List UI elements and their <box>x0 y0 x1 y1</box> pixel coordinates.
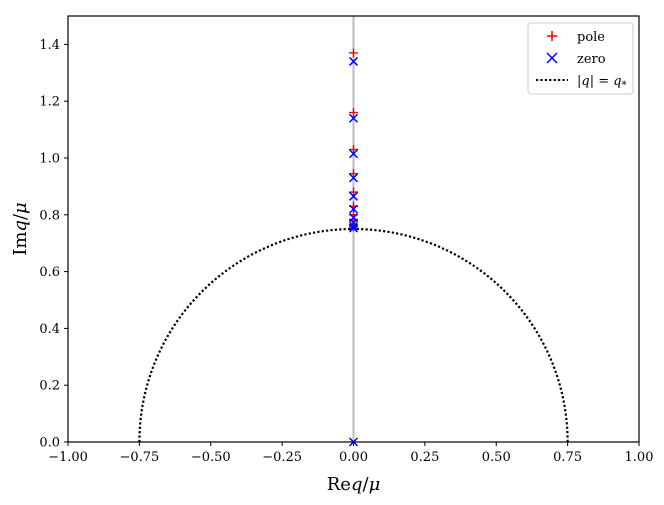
x-axis-label-q: q <box>351 474 363 495</box>
y-tick-label: 0.6 <box>39 265 60 280</box>
x-axis-ticks: −1.00 −0.75 −0.50 −0.25 0.00 0.25 0.50 0.75 1.00 <box>48 442 653 465</box>
legend-label-pole: pole <box>577 30 605 45</box>
x-axis-label-mu: μ <box>369 474 381 495</box>
zero-marker-5 <box>348 204 359 214</box>
x-tick-label: −0.25 <box>262 450 302 465</box>
legend-entry-pole: pole <box>547 30 605 45</box>
x-axis-label-re: Re <box>327 474 351 495</box>
legend: pole zero |q| = q* <box>527 22 634 95</box>
legend-label-zero: zero <box>577 52 606 67</box>
y-tick-label: 0.4 <box>39 322 60 337</box>
x-tick-label: 1.00 <box>625 450 654 465</box>
x-tick-label: −0.75 <box>119 450 159 465</box>
zero-marker-2 <box>348 149 359 159</box>
zero-marker-3 <box>348 173 359 183</box>
y-axis-label-im: Im <box>10 232 31 256</box>
zero-marker-b <box>348 223 359 233</box>
y-tick-label: 0.8 <box>39 208 60 223</box>
zero-marker-b <box>348 149 359 159</box>
pole-marker-3 <box>349 169 358 179</box>
pole-marker-4 <box>349 187 358 197</box>
legend-box <box>527 22 634 95</box>
zero-marker-8 <box>348 221 359 231</box>
x-axis-label: Req/μ <box>327 474 381 495</box>
zero-marker-b <box>348 221 359 231</box>
y-axis-label-mu: μ <box>10 202 31 214</box>
y-tick-label: 1.4 <box>39 38 60 53</box>
pole-marker-1 <box>349 108 358 118</box>
x-tick-label: −1.00 <box>48 450 88 465</box>
x-tick-label: 0.00 <box>339 450 368 465</box>
x-tick-label: 0.50 <box>482 450 511 465</box>
y-tick-label: 1.2 <box>39 95 60 110</box>
legend-circle-lhs: | <box>577 74 581 89</box>
zero-marker-4 <box>348 191 359 201</box>
zero-marker-b <box>348 113 359 123</box>
zero-marker-9 <box>348 223 359 233</box>
legend-circle-sub: * <box>622 80 627 91</box>
zero-marker-b <box>348 204 359 214</box>
legend-circle-qstar: q <box>613 74 621 89</box>
pole-marker-0 <box>349 48 358 58</box>
x-axis-label-slash: / <box>362 474 369 495</box>
x-tick-label: 0.25 <box>410 450 439 465</box>
legend-circle-q: q <box>581 74 589 89</box>
zero-marker-b <box>348 56 359 66</box>
y-axis-label-q: q <box>10 220 31 232</box>
y-tick-label: 0.0 <box>39 436 60 451</box>
pole-marker-2 <box>349 144 358 154</box>
plot-area <box>138 16 569 447</box>
zero-marker-0 <box>348 56 359 66</box>
zero-marker-b <box>348 173 359 183</box>
y-axis-label-slash: / <box>10 213 31 220</box>
legend-circle-eq: | = <box>590 74 614 89</box>
x-tick-label: 0.75 <box>553 450 582 465</box>
legend-entry-zero: zero <box>546 52 606 67</box>
x-tick-label: −0.50 <box>191 450 231 465</box>
zero-marker-1 <box>348 113 359 123</box>
legend-zero-marker-b <box>546 52 558 64</box>
y-axis-ticks: 0.0 0.2 0.4 0.6 0.8 1.0 1.2 1.4 <box>39 38 68 451</box>
y-tick-label: 0.2 <box>39 379 60 394</box>
legend-entry-circle: |q| = q* <box>536 74 627 91</box>
legend-label-circle: |q| = q* <box>577 74 627 91</box>
y-tick-label: 1.0 <box>39 152 60 167</box>
zero-marker-b <box>348 191 359 201</box>
y-axis-label: Imq/μ <box>10 202 31 256</box>
